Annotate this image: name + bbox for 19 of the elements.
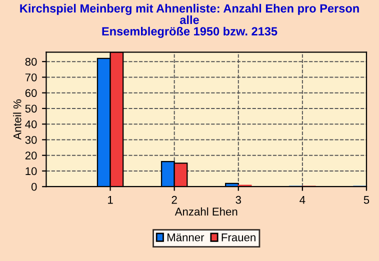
- x-tick-label: 4: [300, 196, 306, 204]
- y-axis-title: Anteil %: [13, 99, 22, 140]
- x-tick-label: 5: [364, 196, 370, 204]
- legend-label: Männer: [168, 234, 204, 242]
- y-tick-label: 80: [25, 58, 37, 66]
- x-axis-title: Anzahl Ehen: [174, 207, 238, 216]
- y-tick-label: 10: [26, 167, 37, 176]
- x-tick-label: 3: [236, 196, 241, 204]
- y-tick-label: 70: [25, 73, 37, 82]
- y-tick-label: 20: [25, 152, 37, 160]
- legend-label: Frauen: [222, 234, 256, 242]
- x-tick-label: 2: [172, 196, 177, 204]
- chart-title: Kirchspiel Meinberg mit Ahnenliste: Anzahl Ehen pro Person alle Ensemblegröße 1950 bzw. 2135: [20, 4, 359, 38]
- y-tick-label: 50: [25, 104, 37, 113]
- y-tick-label: 40: [25, 120, 37, 128]
- y-tick-label: 60: [25, 89, 37, 97]
- y-tick-label: 30: [25, 136, 37, 144]
- x-tick-label: 1: [108, 196, 113, 204]
- y-tick-label: 0: [31, 182, 37, 191]
